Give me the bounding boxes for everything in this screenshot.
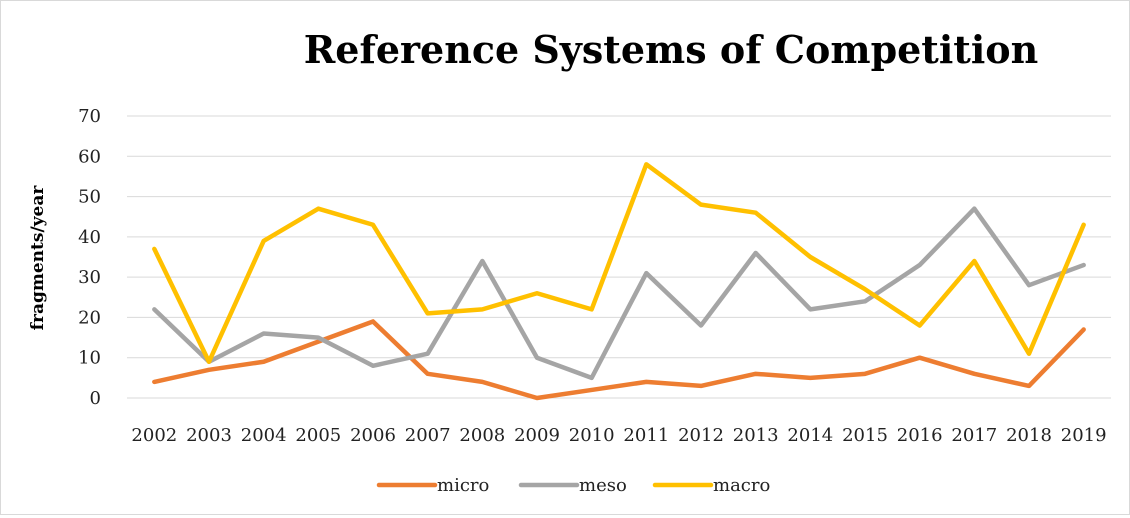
x-tick-label: 2004: [241, 425, 287, 446]
legend: micro meso macro: [379, 475, 770, 496]
y-tick-label: 50: [78, 187, 101, 208]
x-tick-label: 2017: [951, 425, 997, 446]
x-tick-label: 2013: [733, 425, 779, 446]
x-tick-label: 2015: [842, 425, 888, 446]
x-tick-label: 2011: [623, 425, 669, 446]
y-tick-label: 60: [78, 146, 101, 167]
legend-label-micro: micro: [437, 475, 489, 496]
x-tick-label: 2014: [787, 425, 833, 446]
y-tick-label: 30: [78, 267, 101, 288]
y-tick-label: 70: [78, 106, 101, 127]
x-tick-label: 2010: [569, 425, 615, 446]
x-tick-label: 2012: [678, 425, 724, 446]
x-tick-label: 2003: [186, 425, 232, 446]
series-line-micro: [154, 321, 1083, 398]
x-tick-label: 2006: [350, 425, 396, 446]
x-tick-label: 2019: [1061, 425, 1107, 446]
x-tick-label: 2018: [1006, 425, 1052, 446]
y-tick-label: 20: [78, 307, 101, 328]
x-tick-label: 2016: [897, 425, 943, 446]
x-tick-labels: 2002 2003 2004 2005 2006 2007 2008 2009 2010 2011…: [131, 425, 1106, 446]
legend-label-meso: meso: [579, 475, 627, 496]
x-tick-label: 2007: [405, 425, 451, 446]
y-tick-label: 10: [78, 348, 101, 369]
x-tick-label: 2005: [295, 425, 341, 446]
y-tick-label: 0: [90, 388, 101, 409]
y-tick-label: 40: [78, 227, 101, 248]
legend-label-macro: macro: [713, 475, 770, 496]
y-tick-labels: 0 10 20 30 40 50 60 70: [78, 106, 101, 409]
x-tick-label: 2008: [459, 425, 505, 446]
series-lines: [154, 164, 1084, 398]
x-tick-label: 2009: [514, 425, 560, 446]
chart-title: Reference Systems of Competition: [304, 27, 1039, 72]
x-tick-label: 2002: [131, 425, 177, 446]
y-axis-label: fragments/year: [28, 185, 48, 331]
series-line-macro: [154, 164, 1083, 361]
